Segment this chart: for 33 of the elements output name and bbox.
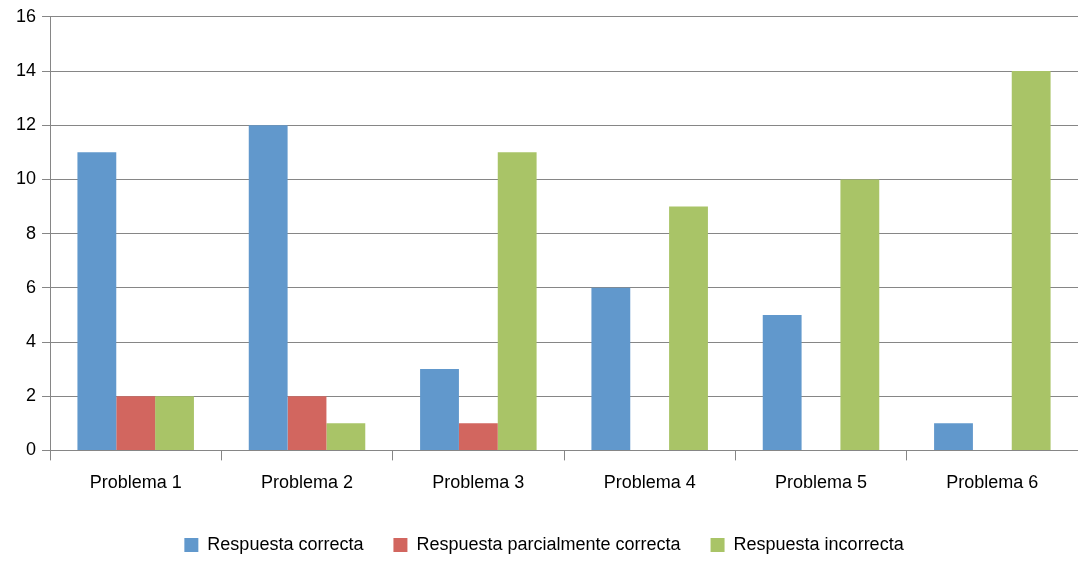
bar (591, 287, 631, 450)
bar (155, 396, 194, 450)
y-tick-label: 10 (15, 168, 37, 189)
bar (77, 152, 117, 450)
y-tick-label: 16 (15, 5, 37, 26)
bar (458, 423, 498, 450)
legend-label: Respuesta correcta (207, 533, 365, 554)
y-tick-label: 4 (26, 330, 37, 351)
y-tick-label: 6 (26, 276, 37, 297)
bar (497, 152, 537, 450)
x-tick-label: Problema 1 (89, 472, 182, 493)
legend-label: Respuesta parcialmente correcta (416, 533, 682, 554)
bar (1011, 71, 1051, 450)
y-tick-label: 2 (26, 385, 37, 406)
bar (762, 314, 802, 450)
x-tick-label: Problema 3 (432, 472, 525, 493)
y-tick-label: 0 (26, 439, 37, 460)
bar (420, 369, 459, 450)
legend-label: Respuesta incorrecta (733, 533, 905, 554)
x-tick-label: Problema 2 (260, 472, 354, 493)
x-tick-label: Problema 4 (603, 472, 696, 493)
bar (840, 179, 880, 450)
y-tick-label: 14 (15, 59, 37, 80)
y-tick-label: 8 (26, 222, 37, 243)
bar (248, 125, 288, 450)
x-tick-label: Problema 5 (774, 472, 868, 493)
bar (326, 423, 366, 450)
bar (934, 423, 973, 450)
y-tick-label: 12 (15, 114, 37, 135)
x-tick-label: Problema 6 (946, 472, 1039, 493)
bar (116, 396, 156, 450)
bar (669, 206, 708, 450)
bar (287, 396, 327, 450)
